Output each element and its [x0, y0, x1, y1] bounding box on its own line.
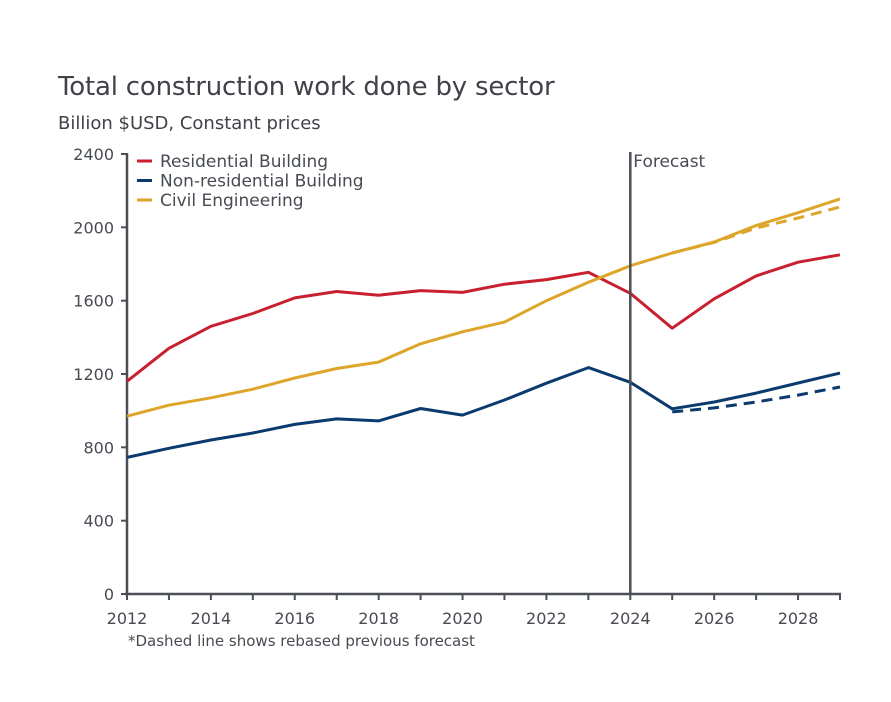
y-tick-label: 1200 — [73, 365, 114, 384]
y-tick-label: 400 — [83, 512, 114, 531]
y-tick-label: 2000 — [73, 218, 114, 237]
y-tick-label: 1600 — [73, 292, 114, 311]
chart-title: Total construction work done by sector — [58, 72, 555, 102]
axes: 0 400 800 1200 1600 2000 2400 2012 2014 2016 2018 2… — [73, 145, 841, 628]
chart-subtitle: Billion $USD, Constant prices — [58, 113, 321, 134]
x-tick-label: 2012 — [107, 609, 148, 628]
x-tick-label: 2014 — [191, 609, 232, 628]
x-tick-label: 2028 — [778, 609, 819, 628]
series-layer — [126, 197, 841, 459]
series-line-non-residential-building-previous-forecast — [672, 385, 841, 414]
chart-footnote: *Dashed line shows rebased previous fore… — [128, 632, 475, 650]
series-line-residential-building — [126, 253, 841, 383]
series-line-non-residential-building — [126, 366, 841, 459]
x-tick-label: 2018 — [358, 609, 399, 628]
legend-label: Non-residential Building — [160, 172, 364, 192]
annotation-layer: Forecast — [629, 152, 706, 594]
series-line-civil-engineering — [126, 197, 841, 418]
x-tick-label: 2024 — [610, 609, 651, 628]
y-tick-label: 800 — [83, 438, 114, 457]
legend-label: Civil Engineering — [160, 191, 304, 211]
y-tick-label: 0 — [104, 585, 114, 604]
x-tick-label: 2016 — [274, 609, 315, 628]
x-tick-label: 2026 — [694, 609, 735, 628]
forecast-label: Forecast — [633, 152, 705, 172]
x-tick-label: 2020 — [442, 609, 483, 628]
x-tick-label: 2022 — [526, 609, 567, 628]
y-tick-label: 2400 — [73, 145, 114, 164]
legend-label: Residential Building — [160, 152, 328, 172]
